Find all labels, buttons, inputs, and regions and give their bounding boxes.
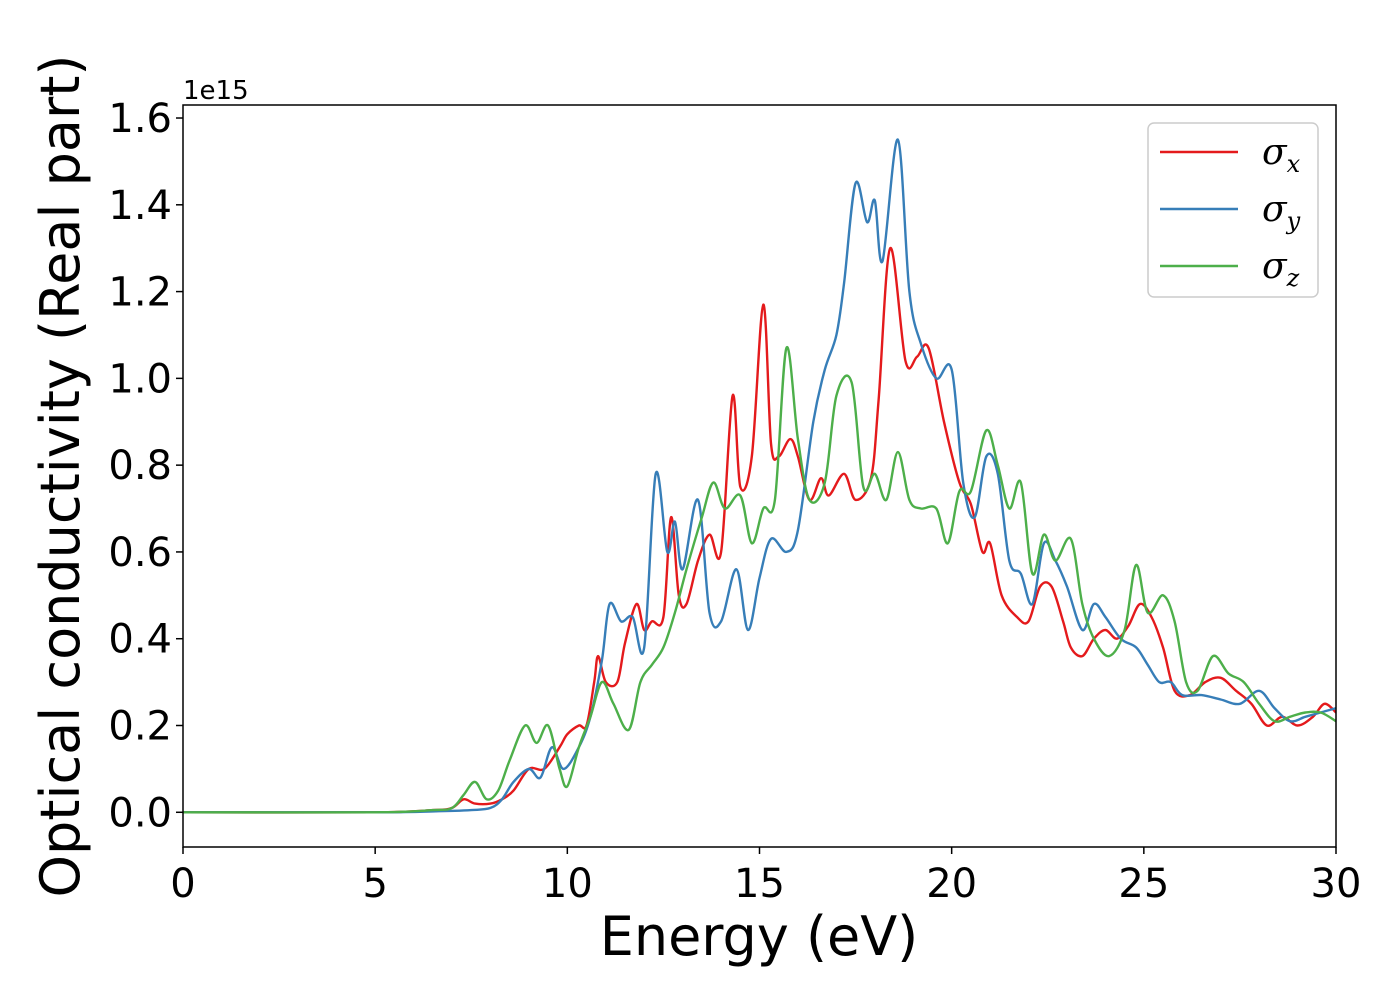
y-tick-label: 1.4 [108, 183, 172, 229]
x-tick-label: 5 [362, 861, 387, 907]
legend-label-x: σx [1262, 132, 1301, 178]
y-offset-label: 1e15 [183, 76, 249, 106]
x-axis: 0 5 10 15 20 25 30 [170, 847, 1361, 907]
series-layer [183, 138, 1336, 814]
series-line-x [183, 246, 1336, 814]
y-axis: 0.0 0.2 0.4 0.6 0.8 1.0 1.2 1.4 1.6 [108, 96, 183, 836]
legend-label-y: σy [1262, 189, 1301, 235]
legend: σx σy σz [1147, 122, 1319, 298]
x-tick-label: 10 [542, 861, 593, 907]
y-tick-label: 1.6 [108, 96, 172, 142]
y-tick-label: 1.2 [108, 270, 172, 316]
y-tick-label: 0.2 [108, 704, 172, 750]
x-tick-label: 0 [170, 861, 195, 907]
legend-label-z: σz [1262, 246, 1300, 292]
series-line-z [183, 346, 1336, 814]
y-tick-label: 0.6 [108, 530, 172, 576]
y-tick-label: 0.8 [108, 443, 172, 489]
y-tick-label: 0.0 [108, 790, 172, 836]
y-axis-title: Optical conductivity (Real part) [29, 55, 92, 898]
y-tick-label: 0.4 [108, 617, 172, 663]
x-tick-label: 15 [734, 861, 785, 907]
x-tick-label: 25 [1118, 861, 1169, 907]
x-tick-label: 20 [926, 861, 977, 907]
y-tick-label: 1.0 [108, 356, 172, 402]
x-tick-label: 30 [1311, 861, 1362, 907]
x-axis-title: Energy (eV) [600, 905, 919, 968]
